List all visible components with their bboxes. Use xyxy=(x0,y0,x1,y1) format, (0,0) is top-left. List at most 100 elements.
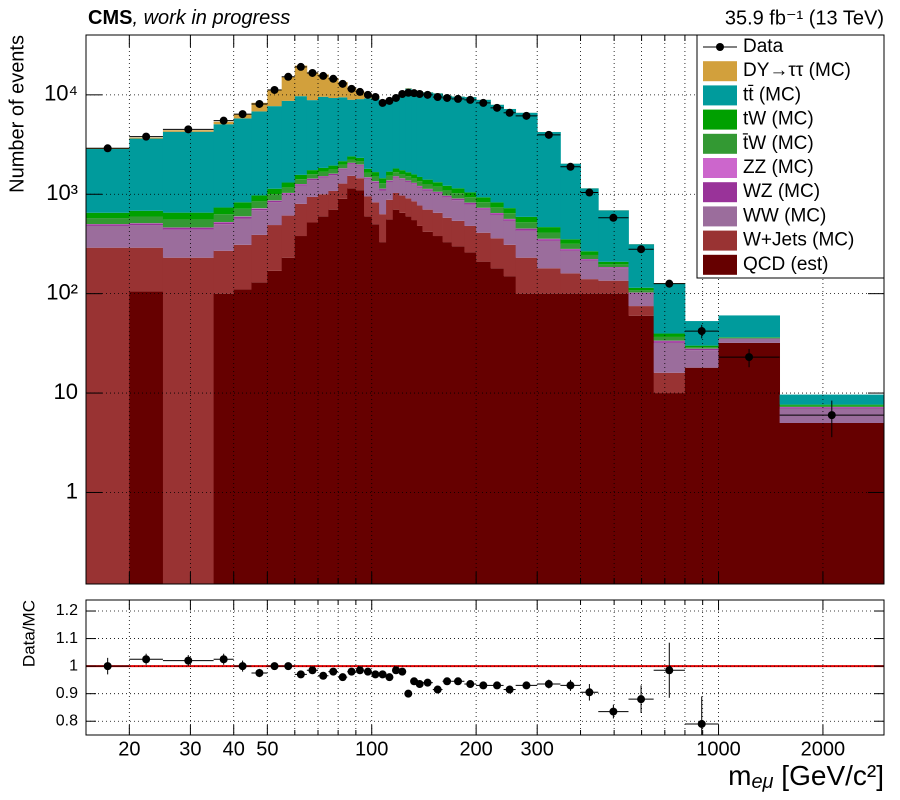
stack-segment xyxy=(281,215,296,258)
x-tick-label: 2000 xyxy=(801,738,846,760)
stack-segment xyxy=(490,202,504,208)
stack-segment xyxy=(416,181,423,186)
stack-segment xyxy=(347,163,357,164)
stack-segment xyxy=(580,254,599,260)
stack-segment xyxy=(281,257,296,584)
y-tick-label: 10² xyxy=(46,279,78,304)
stack-segment xyxy=(411,174,418,179)
stack-segment xyxy=(371,181,380,183)
stack-segment xyxy=(306,174,319,179)
stack-segment xyxy=(405,198,412,217)
legend-swatch xyxy=(703,109,737,130)
stack-segment xyxy=(294,185,308,204)
stack-segment xyxy=(392,168,400,173)
stack-segment xyxy=(451,193,465,199)
stack-segment xyxy=(405,216,412,584)
stack-segment xyxy=(281,182,296,188)
stack-segment xyxy=(451,220,465,247)
x-tick-label: 200 xyxy=(459,738,492,760)
stack-segment xyxy=(598,261,629,265)
stack-segment xyxy=(399,178,406,180)
stack-segment xyxy=(416,187,423,206)
stack-segment xyxy=(515,293,538,584)
stack-segment xyxy=(411,183,418,185)
stack-segment xyxy=(213,293,235,584)
stack-segment xyxy=(251,210,268,235)
stack-segment xyxy=(379,189,387,191)
stack-segment xyxy=(162,257,215,584)
data-point xyxy=(466,95,475,104)
stack-segment xyxy=(294,65,308,97)
stack-segment xyxy=(580,293,599,584)
data-point xyxy=(637,245,646,254)
stack-segment xyxy=(598,293,629,584)
stack-segment xyxy=(386,175,394,181)
stack-segment xyxy=(653,340,686,342)
stack-segment xyxy=(537,227,561,233)
ratio-point xyxy=(522,681,531,690)
stack-segment xyxy=(306,196,319,223)
stack-segment xyxy=(251,195,268,202)
stack-segment xyxy=(338,183,348,199)
stack-segment xyxy=(294,179,308,185)
x-tick-label: 20 xyxy=(118,738,140,760)
stack-segment xyxy=(684,347,719,349)
data-point xyxy=(585,188,594,197)
stack-segment xyxy=(464,225,477,253)
stack-segment xyxy=(490,214,504,239)
stack-segment xyxy=(364,168,373,173)
data-point xyxy=(238,110,247,119)
stack-segment xyxy=(399,179,406,196)
stack-segment xyxy=(267,202,283,226)
stack-segment xyxy=(318,194,329,217)
stack-segment xyxy=(328,190,339,210)
stack-segment xyxy=(718,342,781,584)
stack-segment xyxy=(338,164,348,169)
stack-segment xyxy=(399,93,406,171)
legend-swatch xyxy=(703,158,737,178)
x-axis-label: meμ [GeV/c²] xyxy=(728,760,884,793)
stack-segment xyxy=(476,232,491,262)
ratio-point xyxy=(296,670,305,679)
ratio-point xyxy=(184,656,193,665)
stack-segment xyxy=(318,216,329,584)
x-label-sub: eμ xyxy=(751,771,773,793)
ratio-point xyxy=(433,685,442,694)
stack-segment xyxy=(476,197,491,203)
stack-segment xyxy=(338,168,348,170)
stack-segment xyxy=(392,98,400,169)
x-label-main: m xyxy=(728,760,751,791)
stack-segment xyxy=(653,283,686,334)
stack-segment xyxy=(162,212,215,220)
stack-segment xyxy=(251,208,268,211)
ratio-point xyxy=(609,707,618,716)
stack-segment xyxy=(364,177,373,179)
stack-segment xyxy=(399,195,406,213)
stack-segment xyxy=(422,190,434,210)
stack-segment xyxy=(416,176,423,182)
stack-segment xyxy=(294,184,308,186)
stack-segment xyxy=(392,209,400,584)
experiment: CMS xyxy=(88,7,132,29)
legend-label: ZZ (MC) xyxy=(743,157,814,178)
stack-segment xyxy=(432,212,443,237)
stack-segment xyxy=(442,185,453,191)
stack-segment xyxy=(355,190,365,584)
stack-segment xyxy=(233,244,252,290)
stack-segment xyxy=(503,208,517,214)
stack-segment xyxy=(318,74,329,97)
stack-segment xyxy=(328,98,339,166)
stack-segment xyxy=(379,103,387,179)
y-tick-label: 1.1 xyxy=(56,630,78,647)
stack-segment xyxy=(306,72,319,101)
stack-segment xyxy=(328,165,339,170)
stack-segment xyxy=(281,187,296,193)
stack-segment xyxy=(684,350,719,368)
legend-swatch xyxy=(703,254,737,275)
ratio-point xyxy=(385,673,394,682)
stack-segment xyxy=(386,171,394,176)
stack-segment xyxy=(162,131,215,213)
ratio-y-label: Data/MC xyxy=(19,600,38,667)
x-tick-label: 30 xyxy=(179,738,201,760)
stack-segment xyxy=(281,100,296,183)
